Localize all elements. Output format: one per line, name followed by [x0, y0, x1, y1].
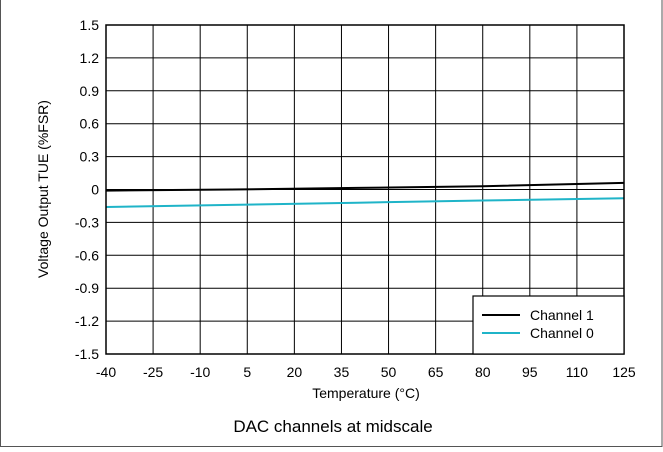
x-tick-label: -40: [96, 364, 116, 380]
y-axis-label: Voltage Output TUE (%FSR): [35, 100, 51, 278]
x-tick-label: 50: [381, 364, 397, 380]
x-tick-label: 80: [475, 364, 491, 380]
x-tick-label: 95: [522, 364, 538, 380]
y-tick-label: 1.5: [80, 17, 100, 33]
legend-label: Channel 0: [530, 325, 594, 341]
y-tick-label: 0.3: [80, 149, 100, 165]
x-tick-label: 125: [612, 364, 636, 380]
y-tick-label: 0.9: [80, 83, 100, 99]
chart-caption: DAC channels at midscale: [233, 417, 432, 436]
y-tick-label: -0.9: [75, 280, 99, 296]
y-tick-label: 1.2: [80, 50, 100, 66]
legend-box: [472, 295, 625, 355]
y-tick-label: -0.6: [75, 247, 99, 263]
legend: Channel 1 Channel 0: [472, 295, 625, 355]
x-tick-label: -25: [143, 364, 163, 380]
series-line-channel-1: [105, 181, 625, 192]
y-tick-label: -0.3: [75, 214, 99, 230]
legend-label: Channel 1: [530, 307, 594, 323]
y-tick-label: 0.6: [80, 116, 100, 132]
y-tick-labels: 1.5 1.2 0.9 0.6 0.3 0 -0.3 -0.6 -0.9 -1.2 -1.5: [75, 17, 99, 362]
x-tick-labels: -40 -25 -10 5 20 35 50 65 80 95 110 125: [96, 364, 636, 380]
y-tick-label: 0: [91, 182, 99, 198]
x-tick-label: 20: [287, 364, 303, 380]
x-tick-label: 5: [243, 364, 251, 380]
series-lines: [105, 181, 625, 208]
series-line-channel-0: [105, 197, 625, 208]
plot-area: [105, 24, 625, 355]
x-tick-label: 35: [334, 364, 350, 380]
x-tick-label: -10: [190, 364, 210, 380]
x-axis-label: Temperature (°C): [312, 385, 420, 401]
x-tick-label: 110: [566, 364, 589, 380]
y-tick-label: -1.5: [75, 346, 99, 362]
x-tick-label: 65: [428, 364, 444, 380]
y-tick-label: -1.2: [75, 313, 99, 329]
